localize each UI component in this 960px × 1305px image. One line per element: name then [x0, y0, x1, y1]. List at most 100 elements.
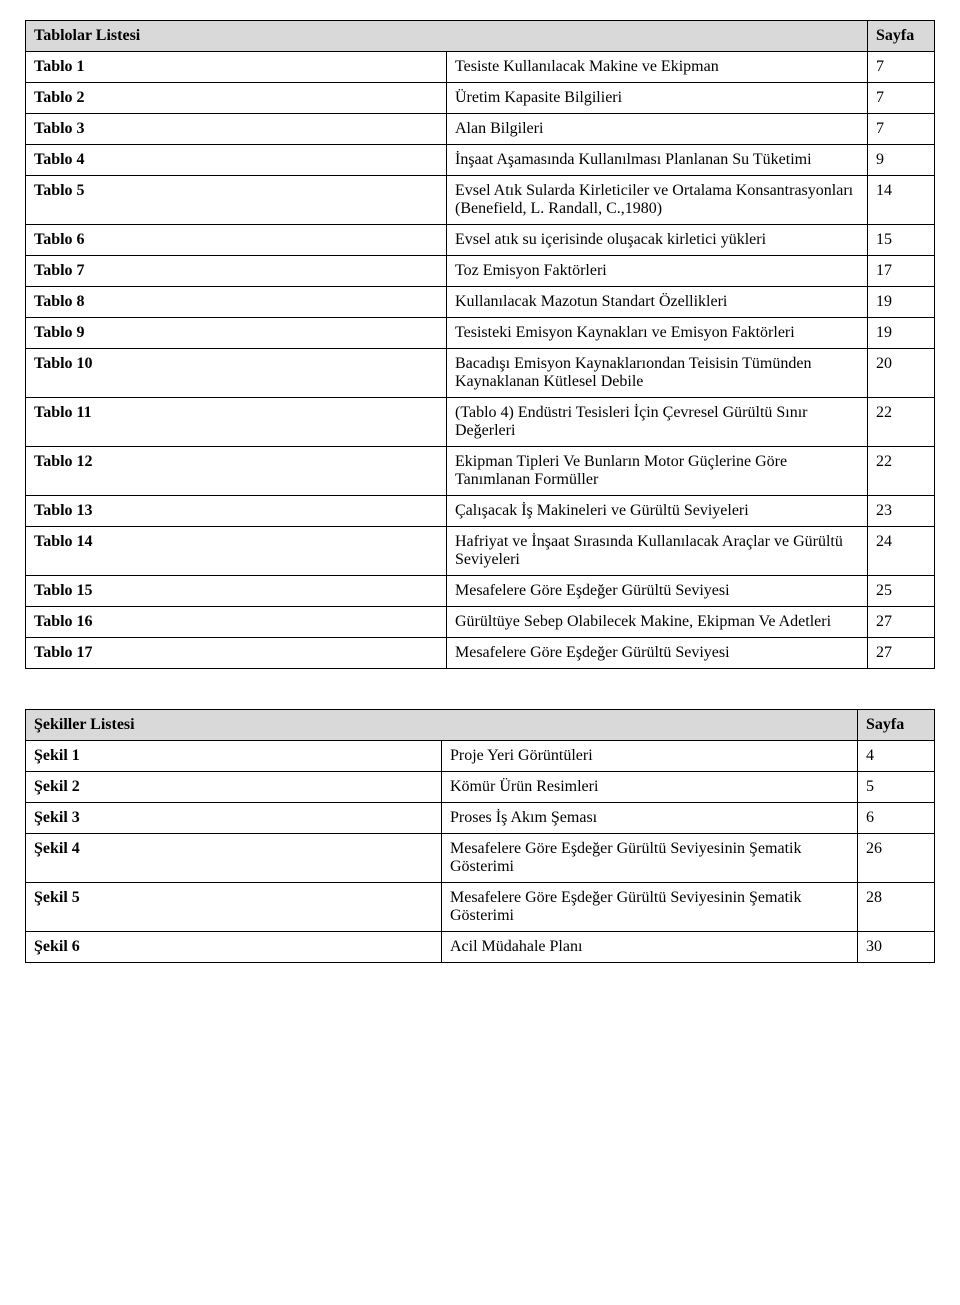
table-row-page: 22	[868, 447, 935, 496]
spacer	[25, 669, 935, 709]
tables-list: Tablolar Listesi Sayfa Tablo 1Tesiste Ku…	[25, 20, 935, 669]
tables-list-header-row: Tablolar Listesi Sayfa	[26, 21, 935, 52]
figure-row-page: 6	[858, 803, 935, 834]
table-row: Tablo 3Alan Bilgileri7	[26, 114, 935, 145]
figure-row-label: Şekil 1	[26, 741, 442, 772]
table-row: Tablo 14Hafriyat ve İnşaat Sırasında Kul…	[26, 527, 935, 576]
table-row-page: 7	[868, 114, 935, 145]
table-row-desc: Bacadışı Emisyon Kaynaklarıondan Teisisi…	[447, 349, 868, 398]
figure-row-label: Şekil 2	[26, 772, 442, 803]
table-row-label: Tablo 12	[26, 447, 447, 496]
table-row: Tablo 17Mesafelere Göre Eşdeğer Gürültü …	[26, 638, 935, 669]
table-row-page: 17	[868, 256, 935, 287]
table-row: Şekil 5Mesafelere Göre Eşdeğer Gürültü S…	[26, 883, 935, 932]
table-row-page: 14	[868, 176, 935, 225]
figure-row-desc: Kömür Ürün Resimleri	[442, 772, 858, 803]
table-row-desc: Çalışacak İş Makineleri ve Gürültü Seviy…	[447, 496, 868, 527]
table-row-desc: Tesisteki Emisyon Kaynakları ve Emisyon …	[447, 318, 868, 349]
table-row-page: 27	[868, 638, 935, 669]
table-row: Tablo 9Tesisteki Emisyon Kaynakları ve E…	[26, 318, 935, 349]
table-row-desc: İnşaat Aşamasında Kullanılması Planlanan…	[447, 145, 868, 176]
table-row-label: Tablo 17	[26, 638, 447, 669]
table-row: Tablo 12Ekipman Tipleri Ve Bunların Moto…	[26, 447, 935, 496]
table-row-label: Tablo 15	[26, 576, 447, 607]
table-row-page: 9	[868, 145, 935, 176]
figure-row-page: 28	[858, 883, 935, 932]
table-row: Şekil 1Proje Yeri Görüntüleri4	[26, 741, 935, 772]
figure-row-desc: Mesafelere Göre Eşdeğer Gürültü Seviyesi…	[442, 883, 858, 932]
table-row-label: Tablo 16	[26, 607, 447, 638]
table-row-label: Tablo 6	[26, 225, 447, 256]
figure-row-desc: Acil Müdahale Planı	[442, 932, 858, 963]
table-row-desc: Mesafelere Göre Eşdeğer Gürültü Seviyesi	[447, 576, 868, 607]
table-row-page: 19	[868, 287, 935, 318]
table-row-label: Tablo 13	[26, 496, 447, 527]
table-row-desc: (Tablo 4) Endüstri Tesisleri İçin Çevres…	[447, 398, 868, 447]
table-row-label: Tablo 1	[26, 52, 447, 83]
table-row: Şekil 2Kömür Ürün Resimleri5	[26, 772, 935, 803]
figures-list-title: Şekiller Listesi	[26, 710, 858, 741]
table-row-label: Tablo 4	[26, 145, 447, 176]
figure-row-page: 4	[858, 741, 935, 772]
table-row: Tablo 2Üretim Kapasite Bilgilieri7	[26, 83, 935, 114]
table-row-page: 19	[868, 318, 935, 349]
tables-list-title: Tablolar Listesi	[26, 21, 868, 52]
table-row-page: 23	[868, 496, 935, 527]
table-row-page: 22	[868, 398, 935, 447]
figure-row-desc: Mesafelere Göre Eşdeğer Gürültü Seviyesi…	[442, 834, 858, 883]
table-row: Tablo 6Evsel atık su içerisinde oluşacak…	[26, 225, 935, 256]
table-row: Şekil 3Proses İş Akım Şeması6	[26, 803, 935, 834]
table-row: Tablo 15Mesafelere Göre Eşdeğer Gürültü …	[26, 576, 935, 607]
table-row-page: 15	[868, 225, 935, 256]
figure-row-desc: Proje Yeri Görüntüleri	[442, 741, 858, 772]
table-row: Tablo 13Çalışacak İş Makineleri ve Gürül…	[26, 496, 935, 527]
figures-list-page-header: Sayfa	[858, 710, 935, 741]
figure-row-page: 26	[858, 834, 935, 883]
table-row-desc: Alan Bilgileri	[447, 114, 868, 145]
figure-row-desc: Proses İş Akım Şeması	[442, 803, 858, 834]
table-row-label: Tablo 9	[26, 318, 447, 349]
table-row-desc: Ekipman Tipleri Ve Bunların Motor Güçler…	[447, 447, 868, 496]
table-row-label: Tablo 11	[26, 398, 447, 447]
table-row-label: Tablo 14	[26, 527, 447, 576]
table-row-label: Tablo 3	[26, 114, 447, 145]
table-row-page: 7	[868, 83, 935, 114]
table-row-desc: Hafriyat ve İnşaat Sırasında Kullanılaca…	[447, 527, 868, 576]
table-row-desc: Mesafelere Göre Eşdeğer Gürültü Seviyesi	[447, 638, 868, 669]
table-row: Tablo 8Kullanılacak Mazotun Standart Öze…	[26, 287, 935, 318]
table-row: Şekil 4Mesafelere Göre Eşdeğer Gürültü S…	[26, 834, 935, 883]
table-row: Tablo 5Evsel Atık Sularda Kirleticiler v…	[26, 176, 935, 225]
figure-row-page: 30	[858, 932, 935, 963]
table-row: Tablo 1Tesiste Kullanılacak Makine ve Ek…	[26, 52, 935, 83]
figure-row-label: Şekil 4	[26, 834, 442, 883]
table-row: Tablo 16Gürültüye Sebep Olabilecek Makin…	[26, 607, 935, 638]
table-row-desc: Gürültüye Sebep Olabilecek Makine, Ekipm…	[447, 607, 868, 638]
tables-list-page-header: Sayfa	[868, 21, 935, 52]
figure-row-page: 5	[858, 772, 935, 803]
table-row-page: 25	[868, 576, 935, 607]
table-row-desc: Toz Emisyon Faktörleri	[447, 256, 868, 287]
table-row: Tablo 11(Tablo 4) Endüstri Tesisleri İçi…	[26, 398, 935, 447]
table-row-label: Tablo 5	[26, 176, 447, 225]
figure-row-label: Şekil 3	[26, 803, 442, 834]
figures-list-header-row: Şekiller Listesi Sayfa	[26, 710, 935, 741]
table-row-page: 20	[868, 349, 935, 398]
figure-row-label: Şekil 6	[26, 932, 442, 963]
table-row-desc: Evsel atık su içerisinde oluşacak kirlet…	[447, 225, 868, 256]
table-row-page: 24	[868, 527, 935, 576]
table-row-page: 27	[868, 607, 935, 638]
table-row-desc: Tesiste Kullanılacak Makine ve Ekipman	[447, 52, 868, 83]
table-row: Şekil 6Acil Müdahale Planı30	[26, 932, 935, 963]
table-row: Tablo 10Bacadışı Emisyon Kaynaklarıondan…	[26, 349, 935, 398]
table-row-label: Tablo 7	[26, 256, 447, 287]
table-row-desc: Kullanılacak Mazotun Standart Özellikler…	[447, 287, 868, 318]
table-row-label: Tablo 10	[26, 349, 447, 398]
table-row-label: Tablo 8	[26, 287, 447, 318]
table-row-page: 7	[868, 52, 935, 83]
figure-row-label: Şekil 5	[26, 883, 442, 932]
table-row-desc: Üretim Kapasite Bilgilieri	[447, 83, 868, 114]
table-row-label: Tablo 2	[26, 83, 447, 114]
table-row: Tablo 7Toz Emisyon Faktörleri17	[26, 256, 935, 287]
table-row-desc: Evsel Atık Sularda Kirleticiler ve Ortal…	[447, 176, 868, 225]
figures-list: Şekiller Listesi Sayfa Şekil 1Proje Yeri…	[25, 709, 935, 963]
